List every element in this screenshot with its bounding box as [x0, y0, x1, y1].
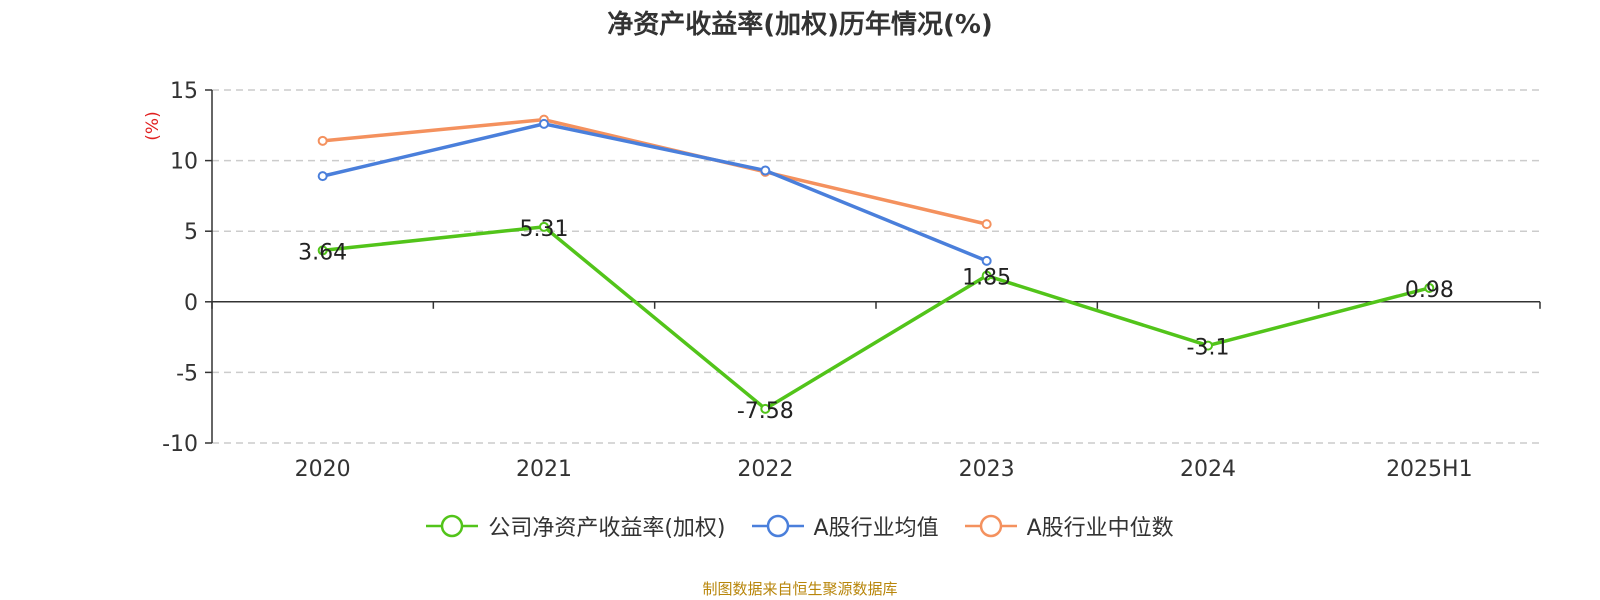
data-point [317, 135, 328, 146]
legend-line-circle-icon [964, 514, 1017, 538]
chart-title: 净资产收益率(加权)历年情况(%) [607, 10, 993, 40]
y-tick-label: 0 [184, 291, 198, 316]
legend-label: 公司净资产收益率(加权) [488, 516, 726, 541]
x-tick-label: 2021 [516, 457, 572, 482]
series-line [322, 225, 1430, 411]
data-point [981, 255, 992, 266]
x-tick-label: 2025H1 [1386, 457, 1473, 482]
data-label: -7.58 [737, 399, 794, 424]
legend-item-industry-median[interactable]: A股行业中位数 [964, 510, 1174, 542]
y-tick-label: 5 [184, 220, 198, 245]
data-point [539, 118, 549, 129]
chart-legend: 公司净资产收益率(加权) A股行业均值 A股行业中位数 [0, 510, 1600, 542]
data-label: 3.64 [298, 240, 347, 265]
line-chart: 15 10 5 0 -5 -10 (%) 2020 2021 2022 2023 2024 2025H1… [143, 79, 1541, 482]
data-label: 5.31 [520, 217, 569, 242]
legend-item-company-roe[interactable]: 公司净资产收益率(加权) [426, 510, 726, 542]
data-point [760, 165, 771, 176]
x-tick-label: 2024 [1180, 457, 1236, 482]
data-point [1203, 340, 1213, 351]
y-tick-label: 15 [170, 79, 198, 104]
y-axis-label: (%) [143, 111, 163, 140]
y-tick-label: -5 [176, 361, 198, 386]
data-label: 0.98 [1405, 278, 1454, 303]
source-note: 制图数据来自恒生聚源数据库 [702, 580, 898, 598]
data-point [317, 245, 328, 256]
y-tick-label: 10 [170, 150, 198, 175]
legend-label: A股行业中位数 [1026, 516, 1174, 541]
legend-label: A股行业均值 [813, 516, 939, 541]
x-tick-label: 2023 [959, 457, 1015, 482]
data-point [981, 270, 992, 281]
y-tick-label: -10 [162, 432, 198, 457]
data-point [1424, 282, 1435, 293]
data-point [981, 219, 992, 230]
data-point [539, 221, 549, 232]
x-tick-label: 2020 [295, 457, 351, 482]
data-point [760, 403, 771, 414]
series-line [322, 117, 988, 226]
data-label: 1.85 [962, 266, 1011, 291]
legend-item-industry-mean[interactable]: A股行业均值 [751, 510, 939, 542]
legend-line-circle-icon [751, 514, 804, 538]
data-label: -3.1 [1187, 336, 1230, 361]
legend-line-circle-icon [426, 514, 479, 538]
series-line [322, 122, 988, 263]
data-point [317, 171, 328, 182]
x-tick-label: 2022 [737, 457, 793, 482]
